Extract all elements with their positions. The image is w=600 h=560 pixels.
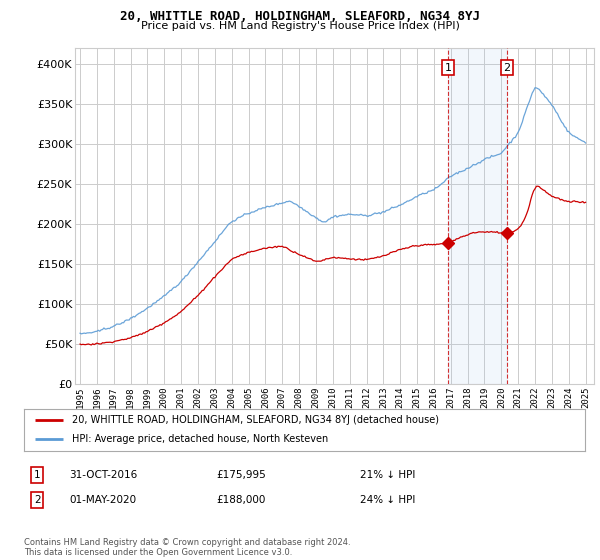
Text: Price paid vs. HM Land Registry's House Price Index (HPI): Price paid vs. HM Land Registry's House … [140,21,460,31]
Text: Contains HM Land Registry data © Crown copyright and database right 2024.
This d: Contains HM Land Registry data © Crown c… [24,538,350,557]
Text: 20, WHITTLE ROAD, HOLDINGHAM, SLEAFORD, NG34 8YJ: 20, WHITTLE ROAD, HOLDINGHAM, SLEAFORD, … [120,10,480,23]
Text: 24% ↓ HPI: 24% ↓ HPI [360,495,415,505]
Text: £175,995: £175,995 [216,470,266,480]
Text: 31-OCT-2016: 31-OCT-2016 [69,470,137,480]
Text: 20, WHITTLE ROAD, HOLDINGHAM, SLEAFORD, NG34 8YJ (detached house): 20, WHITTLE ROAD, HOLDINGHAM, SLEAFORD, … [71,415,439,425]
Text: 21% ↓ HPI: 21% ↓ HPI [360,470,415,480]
Text: 1: 1 [445,63,451,73]
Text: £188,000: £188,000 [216,495,265,505]
Text: 2: 2 [34,495,41,505]
Bar [448,48,507,384]
Text: HPI: Average price, detached house, North Kesteven: HPI: Average price, detached house, Nort… [71,435,328,445]
Text: 2: 2 [503,63,511,73]
Text: 01-MAY-2020: 01-MAY-2020 [69,495,136,505]
Text: 1: 1 [34,470,41,480]
